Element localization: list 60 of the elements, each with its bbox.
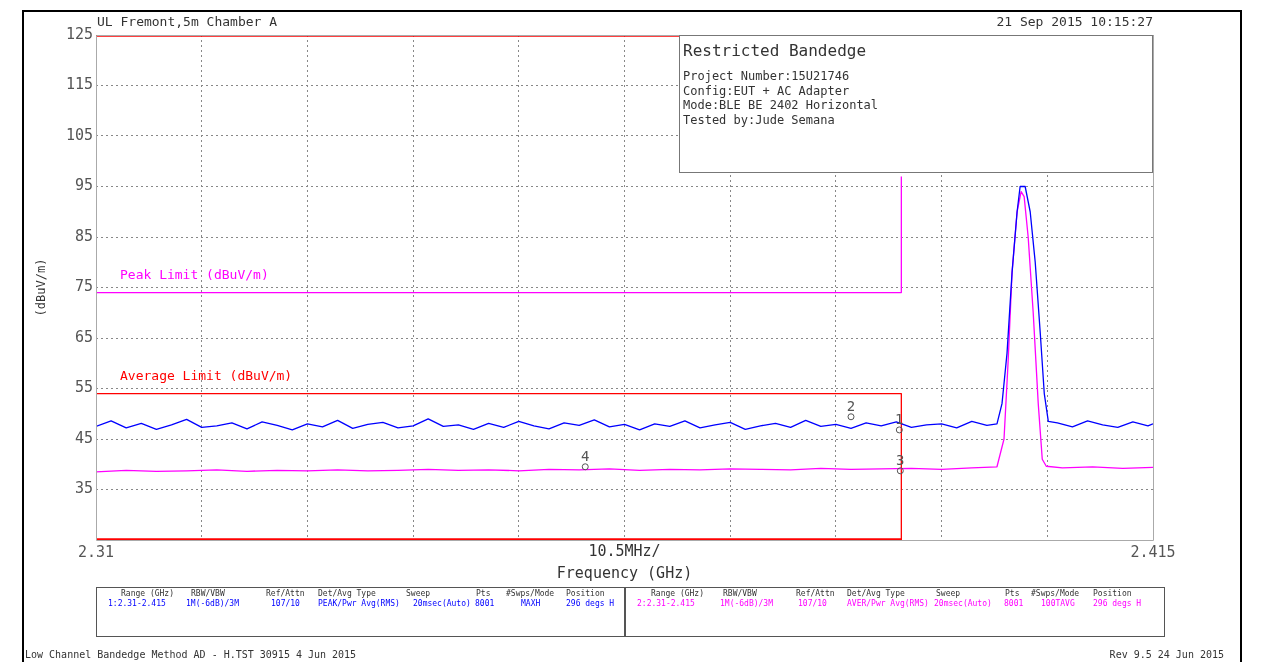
text: 107/10 [271, 599, 300, 608]
text: Ref/Attn [266, 589, 305, 598]
text: Ref/Attn [796, 589, 835, 598]
y-tick-label: 35 [74, 479, 93, 498]
text: #Swps/Mode [1031, 589, 1080, 598]
text: 1:2.31-2.415 [108, 599, 166, 608]
text: 10.5MHz/ [588, 542, 661, 560]
text: #Swps/Mode [506, 589, 555, 598]
text: Sweep [406, 589, 431, 598]
text: 107/10 [798, 599, 827, 608]
annotation: Project Number:15U21746 [683, 69, 850, 83]
text: Pts [476, 589, 491, 598]
text: Det/Avg Type [847, 589, 905, 598]
x-tick-label: 2.31 [77, 542, 115, 561]
text: 296 degs H [1093, 599, 1142, 608]
text: 20msec(Auto) [413, 599, 471, 608]
text: 20msec(Auto) [934, 599, 992, 608]
annotation: Restricted Bandedge [683, 41, 867, 60]
text: MAXH [521, 599, 541, 608]
annotation: Config:EUT + AC Adapter [683, 83, 850, 98]
series-label: Peak Limit (dBuV/m) [120, 266, 269, 282]
text: 2:2.31-2.415 [637, 599, 695, 608]
y-tick-label: 85 [74, 226, 93, 245]
y-axis-title: (dBuV/m) [34, 258, 48, 317]
series-label: Average Limit (dBuV/m) [120, 367, 293, 383]
text: Rev 9.5 24 Jun 2015 [1109, 649, 1224, 660]
annotation: Tested by:Jude Semana [683, 112, 835, 127]
y-tick-label: 95 [74, 176, 93, 195]
text: Position [566, 589, 605, 598]
y-tick-label: 75 [74, 277, 93, 296]
text: Range (GHz) [121, 589, 174, 598]
y-tick-label: 45 [74, 428, 93, 447]
text: 8001 [1004, 599, 1024, 608]
text: Range (GHz) [651, 589, 704, 598]
text: Det/Avg Type [318, 589, 376, 598]
annotation: Mode:BLE BE 2402 Horizontal [683, 98, 879, 112]
text: 1M(-6dB)/3M [186, 599, 239, 608]
annotation: 4 [581, 447, 590, 464]
text: 100TAVG [1041, 599, 1075, 608]
chart-title: UL Fremont,5m Chamber A [97, 14, 278, 29]
annotation: 2 [846, 397, 856, 414]
y-tick-label: 55 [74, 378, 93, 397]
y-tick-label: 65 [74, 327, 93, 346]
text: RBW/VBW [191, 589, 225, 598]
text: 1M(-6dB)/3M [720, 599, 773, 608]
y-tick-label: 115 [65, 75, 93, 94]
text: RBW/VBW [723, 589, 757, 598]
y-tick-label: 105 [65, 125, 93, 144]
text: Pts [1005, 589, 1020, 598]
text: 21 Sep 2015 10:15:27 [996, 14, 1153, 29]
x-axis-title: Frequency (GHz) [556, 564, 693, 582]
y-tick-label: 125 [65, 24, 93, 43]
text: 296 degs H [566, 599, 615, 608]
text: Sweep [936, 589, 961, 598]
text: Low Channel Bandedge Method AD - H.TST 30915 4 Jun 2015 [25, 649, 357, 660]
text: Position [1093, 589, 1132, 598]
x-tick-label: 2.415 [1130, 542, 1176, 561]
text: 8001 [475, 599, 495, 608]
text: PEAK/Pwr Avg(RMS) [318, 599, 400, 608]
text: AVER/Pwr Avg(RMS) [847, 599, 929, 608]
